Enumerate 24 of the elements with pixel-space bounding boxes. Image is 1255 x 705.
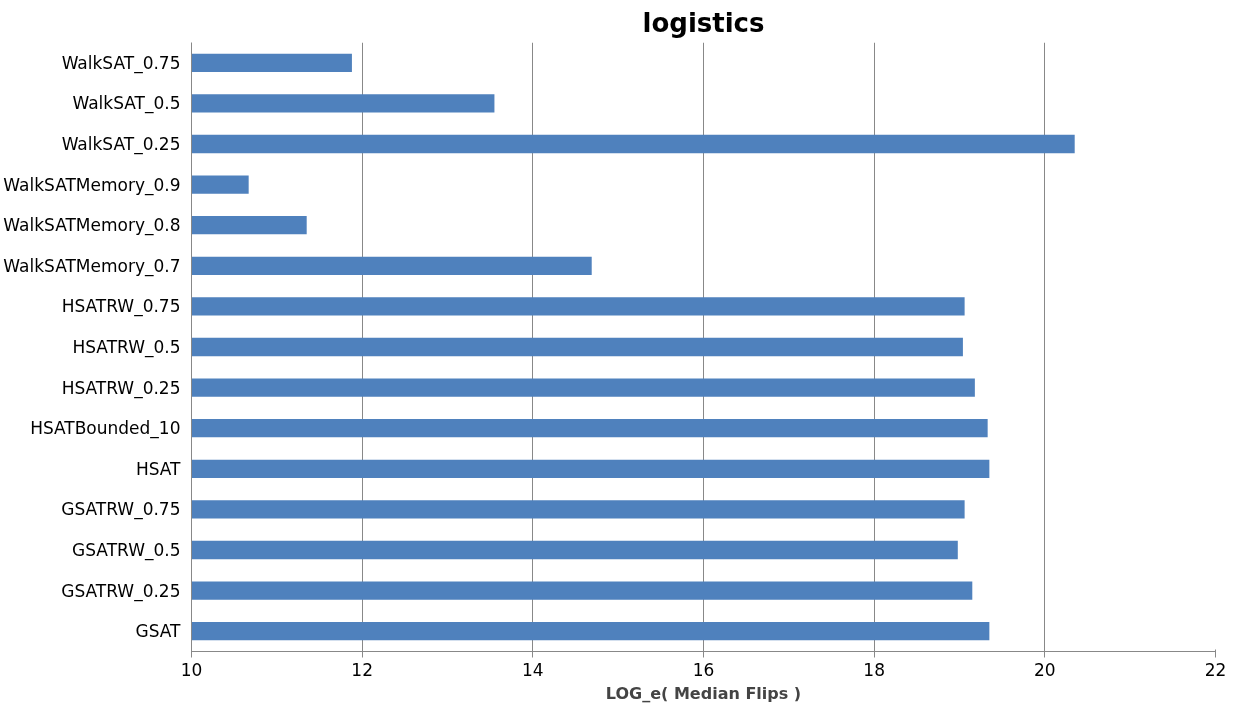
y-tick-label: HSATBounded_10 bbox=[30, 418, 181, 440]
x-tick-label: 18 bbox=[863, 659, 885, 680]
y-tick-label: GSATRW_0.5 bbox=[72, 540, 181, 561]
chart-title: logistics bbox=[642, 7, 765, 38]
y-tick-label: WalkSAT_0.5 bbox=[72, 93, 181, 115]
y-tick-label: WalkSAT_0.75 bbox=[61, 52, 181, 74]
x-tick-label: 10 bbox=[180, 659, 203, 680]
x-tick-label: 12 bbox=[351, 659, 373, 680]
y-tick-label: WalkSATMemory_0.8 bbox=[3, 215, 181, 237]
y-tick-label: GSAT bbox=[135, 621, 182, 642]
y-tick-label: HSATRW_0.5 bbox=[72, 337, 181, 358]
y-tick-label: WalkSATMemory_0.7 bbox=[3, 255, 181, 277]
y-tick-label: WalkSATMemory_0.9 bbox=[3, 174, 181, 196]
y-tick-label: HSAT bbox=[135, 458, 182, 479]
y-tick-label: HSATRW_0.25 bbox=[61, 377, 181, 399]
x-tick-label: 14 bbox=[522, 659, 544, 680]
y-tick-label: GSATRW_0.25 bbox=[61, 580, 181, 602]
x-tick-label: 22 bbox=[1204, 659, 1227, 680]
y-tick-label: HSATRW_0.75 bbox=[61, 296, 181, 318]
x-axis-title: LOG_e( Median Flips ) bbox=[605, 683, 802, 703]
y-tick-label: GSATRW_0.75 bbox=[61, 499, 181, 521]
x-tick-label: 16 bbox=[692, 659, 715, 680]
y-tick-label: WalkSAT_0.25 bbox=[61, 134, 181, 155]
x-tick-label: 20 bbox=[1034, 659, 1056, 680]
